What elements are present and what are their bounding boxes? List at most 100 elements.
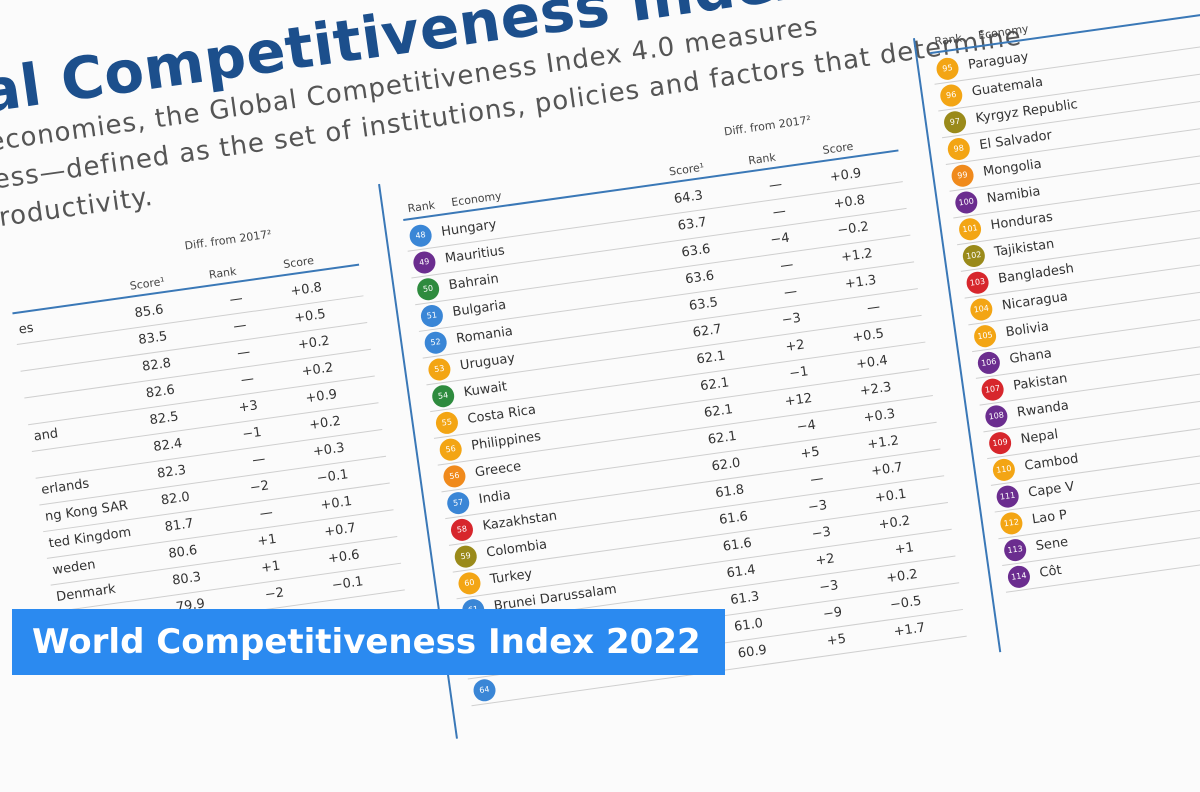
score-value: 61.4 xyxy=(725,562,757,582)
rank-change: −3 xyxy=(818,578,840,596)
rank-badge: 112 xyxy=(998,510,1024,536)
rank-change: −3 xyxy=(807,497,829,516)
economy-name: Ghana xyxy=(1008,346,1053,367)
diff-score-column-header: Score xyxy=(282,253,315,272)
score-value: 62.7 xyxy=(691,321,723,341)
economy-name: Cape V xyxy=(1027,479,1076,501)
rank-badge: 96 xyxy=(938,83,964,108)
rank-change: +1 xyxy=(260,558,282,577)
economy-name: Kuwait xyxy=(462,379,508,401)
rank-change: −9 xyxy=(822,604,844,623)
rank-badge: 49 xyxy=(411,250,437,275)
economy-name: Nepal xyxy=(1019,427,1060,448)
score-change: +0.6 xyxy=(327,547,361,567)
caption-banner: World Competitiveness Index 2022 xyxy=(12,609,725,675)
score-change: +0.7 xyxy=(870,460,904,480)
economy-name: Colombia xyxy=(485,537,549,561)
score-value: 83.5 xyxy=(137,329,169,348)
score-value: 63.6 xyxy=(684,268,716,288)
score-value: 63.6 xyxy=(680,241,712,261)
rank-badge: 64 xyxy=(472,677,497,703)
score-change: +0.2 xyxy=(300,360,335,380)
economy-name: Honduras xyxy=(989,209,1054,234)
economy-name: Nicaragua xyxy=(1001,289,1069,314)
score-change: +1.2 xyxy=(840,246,874,266)
rank-badge: 48 xyxy=(408,223,434,249)
economy-name: weden xyxy=(51,557,97,579)
economy-name: Romania xyxy=(455,323,514,347)
rank-badge: 107 xyxy=(980,377,1006,403)
rank-change: — xyxy=(779,257,795,274)
rank-change: — xyxy=(232,317,248,335)
right-ranking-table: Rank Economy Score¹ 95Paraguay5396Guatem… xyxy=(922,0,1200,593)
score-value: 80.6 xyxy=(167,542,199,562)
rank-badge: 103 xyxy=(965,270,991,296)
economy-name: Mongolia xyxy=(982,156,1043,180)
economy-name: Côt xyxy=(1038,562,1063,581)
economy-name: es xyxy=(17,320,35,338)
rank-change: −1 xyxy=(241,424,263,443)
rank-change: −2 xyxy=(248,478,271,496)
score-change: +0.3 xyxy=(312,440,346,460)
rank-change: −4 xyxy=(769,230,791,249)
score-value: 85.6 xyxy=(133,302,165,322)
score-value: 82.5 xyxy=(148,409,180,429)
score-value: 82.8 xyxy=(141,355,173,375)
score-value: 82.0 xyxy=(160,489,191,509)
rank-badge: 52 xyxy=(423,330,449,356)
diff-group-label: Diff. from 2017² xyxy=(723,113,812,139)
score-value: 82.6 xyxy=(145,382,176,402)
rank-change: +2 xyxy=(784,337,806,355)
score-change: +0.8 xyxy=(832,192,867,212)
rank-badge: 113 xyxy=(1002,537,1028,563)
score-value: 61.6 xyxy=(718,509,749,528)
score-value: 63.7 xyxy=(676,214,708,234)
score-change: +0.9 xyxy=(828,165,863,186)
score-value: 80.3 xyxy=(171,569,203,589)
score-column-header: Score¹ xyxy=(668,160,705,179)
rank-change: — xyxy=(240,371,255,389)
score-change: +0.9 xyxy=(304,387,338,407)
rank-badge: 105 xyxy=(972,323,998,349)
economy-name: ted Kingdom xyxy=(47,525,133,552)
rank-badge: 111 xyxy=(995,484,1021,510)
right-table-body: 95Paraguay5396Guatemala597Kyrgyz Republi… xyxy=(930,2,1200,593)
score-change: +0.2 xyxy=(885,566,919,587)
rank-badge: 106 xyxy=(976,350,1002,376)
rank-change: +5 xyxy=(825,631,847,650)
rank-badge: 95 xyxy=(935,56,960,82)
diff-rank-column-header: Rank xyxy=(208,264,238,282)
economy-name: Denmark xyxy=(55,581,117,605)
rank-change: +1 xyxy=(256,531,278,550)
economy-name: El Salvador xyxy=(978,128,1053,154)
economy-name: Tajikistan xyxy=(993,236,1056,260)
rank-change: — xyxy=(258,505,274,522)
rank-badge: 53 xyxy=(427,357,452,382)
score-change: +0.7 xyxy=(323,520,357,540)
rank-column-header: Rank xyxy=(406,198,436,216)
economy-name: ng Kong SAR xyxy=(44,498,129,525)
rank-change: +2 xyxy=(814,551,836,569)
rank-change: −3 xyxy=(810,524,832,543)
score-change: +0.3 xyxy=(862,406,897,426)
economy-name: Pakistan xyxy=(1012,371,1069,394)
rank-change: — xyxy=(768,177,784,194)
score-value: 62.1 xyxy=(703,402,734,421)
rank-change: — xyxy=(228,291,244,308)
score-change: +0.2 xyxy=(297,333,331,353)
score-value: 82.4 xyxy=(152,436,184,455)
left-ranking-table: Diff. from 2017² Score¹ Rank Score es 85.… xyxy=(5,208,405,640)
rank-change: — xyxy=(251,451,267,469)
score-value: 81.7 xyxy=(163,516,195,536)
rank-badge: 60 xyxy=(457,570,482,596)
rank-badge: 57 xyxy=(445,490,471,516)
score-change: — xyxy=(866,299,882,317)
score-value: 61.3 xyxy=(729,589,761,609)
score-change: +0.4 xyxy=(855,353,889,373)
rank-badge: 100 xyxy=(953,190,979,215)
score-value: 62.1 xyxy=(706,428,738,448)
score-value: 63.5 xyxy=(688,295,719,315)
rank-badge: 58 xyxy=(449,517,475,543)
score-change: +1.3 xyxy=(843,272,878,293)
score-change: −0.5 xyxy=(889,593,923,613)
